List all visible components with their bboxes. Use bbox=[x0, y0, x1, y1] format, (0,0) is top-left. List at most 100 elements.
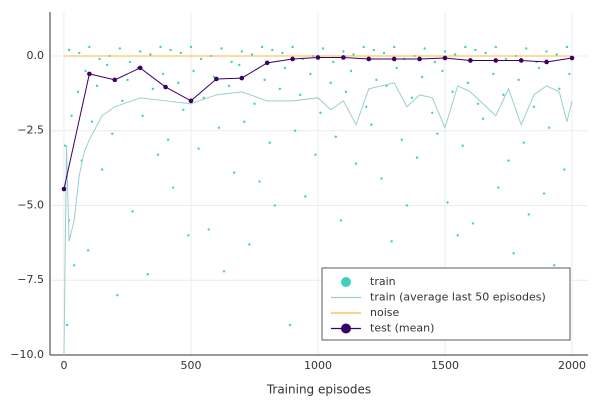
point bbox=[214, 76, 219, 82]
point bbox=[471, 222, 475, 225]
point bbox=[443, 50, 447, 53]
point bbox=[141, 114, 144, 117]
point bbox=[232, 171, 236, 174]
point bbox=[192, 69, 195, 73]
point bbox=[451, 90, 454, 94]
point bbox=[464, 45, 467, 49]
point bbox=[474, 48, 477, 52]
point bbox=[558, 87, 561, 91]
point bbox=[88, 45, 91, 49]
point bbox=[456, 234, 459, 237]
point bbox=[568, 72, 571, 76]
point bbox=[504, 57, 508, 61]
point bbox=[156, 153, 160, 156]
point bbox=[553, 264, 556, 267]
point bbox=[199, 57, 203, 61]
point bbox=[507, 159, 510, 162]
point bbox=[349, 69, 353, 73]
point bbox=[171, 186, 175, 189]
point bbox=[182, 108, 185, 111]
point bbox=[243, 120, 246, 123]
point bbox=[258, 180, 261, 183]
point bbox=[555, 53, 558, 56]
point bbox=[392, 45, 396, 49]
point bbox=[188, 98, 194, 104]
point bbox=[98, 57, 101, 61]
point bbox=[476, 102, 480, 106]
legend-label: noise bbox=[370, 306, 399, 319]
point bbox=[293, 129, 297, 132]
point bbox=[65, 323, 69, 327]
point bbox=[151, 87, 155, 91]
point bbox=[370, 123, 373, 126]
point bbox=[278, 87, 282, 91]
point bbox=[166, 138, 170, 141]
point bbox=[420, 75, 424, 79]
legend-label: test (mean) bbox=[370, 322, 434, 335]
point bbox=[382, 51, 386, 55]
point bbox=[202, 96, 205, 100]
point bbox=[352, 53, 355, 56]
point bbox=[569, 55, 575, 61]
point bbox=[314, 153, 317, 156]
point bbox=[319, 111, 322, 114]
point bbox=[342, 50, 345, 53]
point bbox=[268, 141, 271, 144]
y-tick-label: −2.5 bbox=[17, 124, 44, 137]
point bbox=[391, 56, 397, 62]
point bbox=[253, 102, 256, 106]
point bbox=[90, 120, 94, 123]
point bbox=[230, 60, 233, 64]
point bbox=[260, 45, 264, 49]
point bbox=[545, 50, 548, 53]
point bbox=[273, 204, 277, 207]
point bbox=[544, 59, 549, 65]
point bbox=[250, 53, 254, 56]
point bbox=[522, 141, 525, 144]
point bbox=[86, 249, 90, 252]
point bbox=[436, 132, 439, 135]
point bbox=[248, 243, 251, 246]
point bbox=[290, 56, 295, 62]
point bbox=[547, 126, 551, 129]
point bbox=[365, 105, 368, 108]
point bbox=[481, 117, 485, 120]
point bbox=[344, 90, 348, 94]
point bbox=[72, 264, 76, 267]
point bbox=[321, 47, 325, 50]
point bbox=[263, 78, 266, 82]
point bbox=[111, 132, 114, 135]
point bbox=[131, 210, 134, 213]
point bbox=[339, 219, 343, 222]
line bbox=[63, 82, 573, 356]
point bbox=[446, 201, 449, 204]
point bbox=[405, 204, 409, 207]
point bbox=[84, 69, 87, 73]
point bbox=[227, 84, 231, 88]
point bbox=[461, 144, 464, 147]
point bbox=[494, 45, 497, 49]
point bbox=[220, 47, 223, 50]
point bbox=[492, 72, 495, 76]
point bbox=[207, 228, 210, 231]
point bbox=[118, 47, 122, 50]
point bbox=[362, 45, 365, 49]
point bbox=[309, 72, 312, 76]
point bbox=[283, 66, 287, 70]
point bbox=[493, 58, 499, 63]
point bbox=[525, 47, 528, 50]
point bbox=[304, 195, 307, 198]
point bbox=[212, 75, 216, 79]
point bbox=[169, 48, 172, 52]
legend-marker bbox=[341, 277, 351, 287]
point bbox=[341, 55, 346, 60]
point bbox=[128, 60, 132, 64]
point bbox=[354, 162, 358, 165]
y-tick-label: 0.0 bbox=[27, 49, 45, 62]
point bbox=[281, 51, 284, 55]
point bbox=[299, 93, 302, 97]
point bbox=[112, 77, 118, 83]
point bbox=[380, 177, 383, 180]
y-tick-label: −5.0 bbox=[17, 198, 44, 211]
